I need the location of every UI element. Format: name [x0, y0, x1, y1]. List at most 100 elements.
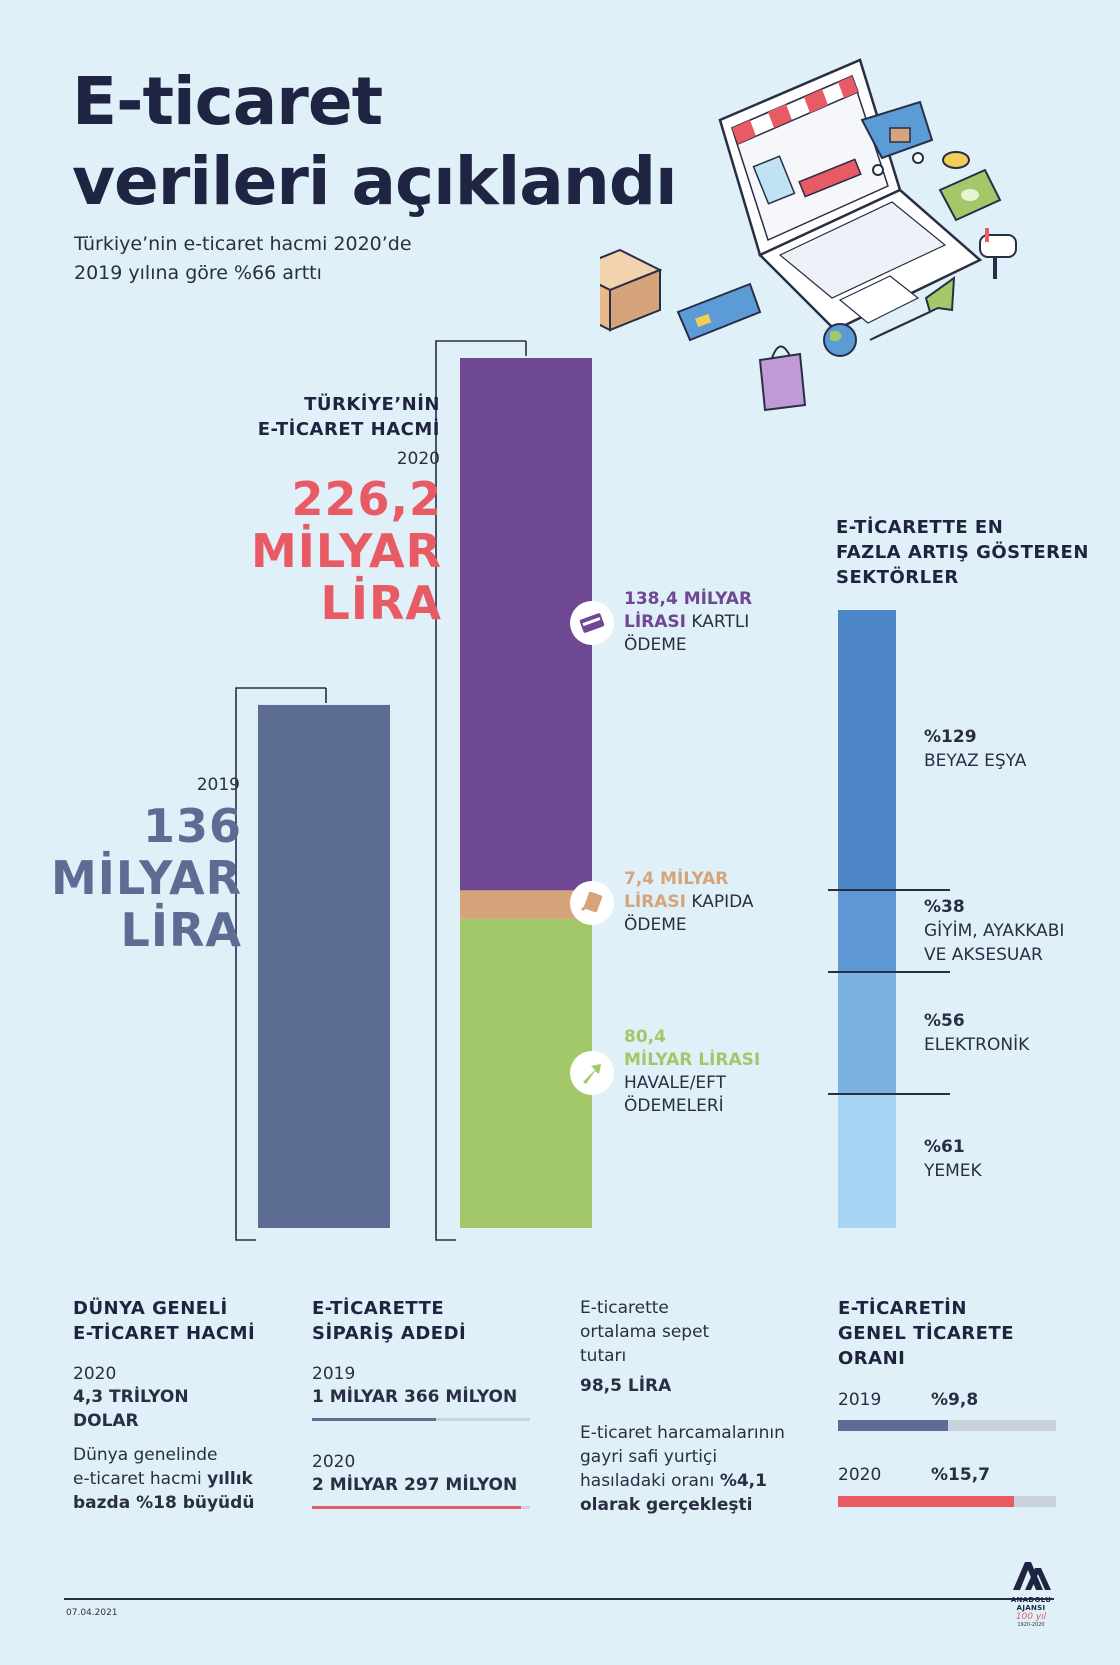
sector-bar-yemek — [838, 1094, 896, 1228]
orders-track-2020 — [312, 1506, 530, 1509]
sector-name-line-2: VE AKSESUAR — [924, 945, 1043, 965]
basket-label: E-ticarette ortalama sepet tutarı — [580, 1296, 800, 1368]
logo-text: ANADOLU AJANSI — [1010, 1596, 1052, 1612]
sector-item: %56 ELEKTRONİK — [924, 1009, 1114, 1057]
world-note: Dünya genelinde e-ticaret hacmi yıllık b… — [73, 1443, 313, 1515]
value-2020-line-2: MİLYAR — [251, 524, 442, 578]
card-payment-word: ÖDEME — [624, 635, 687, 655]
cash-badge — [570, 881, 614, 925]
aa-logo-icon — [1013, 1562, 1051, 1590]
sector-name: ELEKTRONİK — [924, 1035, 1030, 1055]
gdp-note-line-3b: %4,1 — [719, 1471, 767, 1491]
ratio-track-2019 — [838, 1420, 1056, 1431]
year-2020-label: 2020 — [396, 449, 440, 469]
ratio-fill-2019 — [838, 1420, 948, 1431]
volume-label-line-1: TÜRKİYE’NİN — [304, 394, 440, 415]
shopping-bag-icon — [758, 345, 807, 412]
orders-value-2020: 2 MİLYAR 297 MİLYON — [312, 1475, 518, 1495]
world-heading-line-1: DÜNYA GENELİ — [73, 1298, 228, 1319]
basket-label-line-3: tutarı — [580, 1346, 627, 1366]
transfer-arrow-icon — [583, 1064, 601, 1084]
sector-item: %61 YEMEK — [924, 1135, 1114, 1183]
ratio-value-2020: %15,7 — [931, 1465, 990, 1485]
door-payment-word: ÖDEME — [624, 915, 687, 935]
card-payment-label: 138,4 MİLYAR LİRASI KARTLI ÖDEME — [624, 588, 784, 657]
sector-pct: %38 — [924, 897, 965, 917]
money-icon — [938, 168, 1002, 222]
eft-payment-word: ÖDEMELERİ — [624, 1096, 724, 1116]
eft-unit: MİLYAR LİRASI — [624, 1050, 761, 1070]
sector-divider — [828, 1093, 950, 1095]
eft-payment-label: 80,4 MİLYAR LİRASI HAVALE/EFT ÖDEMELERİ — [624, 1026, 784, 1118]
sector-name: GİYİM, AYAKKABI — [924, 921, 1065, 941]
orders-heading: E-TİCARETTE SİPARİŞ ADEDİ — [312, 1296, 552, 1346]
gdp-note-line-4: olarak gerçekleşti — [580, 1495, 753, 1515]
world-value: 4,3 TRİLYON DOLAR — [73, 1385, 303, 1433]
door-value-line: 7,4 MİLYAR — [624, 869, 729, 889]
door-payment-label: 7,4 MİLYAR LİRASI KAPIDA ÖDEME — [624, 868, 784, 937]
ratio-fill-2020 — [838, 1496, 1014, 1507]
sector-divider — [828, 889, 950, 891]
orders-heading-line-1: E-TİCARETTE — [312, 1298, 445, 1319]
gdp-note-line-1: E-ticaret harcamalarının — [580, 1423, 785, 1443]
world-value-line-1: 4,3 TRİLYON — [73, 1387, 189, 1407]
sector-item: %129 BEYAZ EŞYA — [924, 725, 1114, 773]
sector-bar-beyaz-esya — [838, 610, 896, 910]
value-2020: 226,2 MİLYAR LİRA — [200, 473, 442, 629]
ratio-value-2019: %9,8 — [931, 1390, 979, 1410]
basket-value: 98,5 LİRA — [580, 1376, 672, 1396]
credit-card-icon — [579, 613, 605, 633]
sectors-heading-line-3: SEKTÖRLER — [836, 567, 959, 588]
value-2019-line-1: 136 — [142, 799, 242, 853]
orders-fill-2020 — [312, 1506, 521, 1509]
card-value-line: 138,4 MİLYAR — [624, 589, 753, 609]
basket-label-line-1: E-ticarette — [580, 1298, 669, 1318]
sectors-heading-line-1: E-TİCARETTE EN — [836, 517, 1004, 538]
orders-year-2019: 2019 — [312, 1364, 356, 1384]
ratio-heading: E-TİCARETİN GENEL TİCARETE ORANI — [838, 1296, 1088, 1371]
ratio-track-2020 — [838, 1496, 1056, 1507]
credit-card-badge — [570, 601, 614, 645]
world-note-line-3: bazda %18 büyüdü — [73, 1493, 255, 1513]
ratio-year-2019: 2019 — [838, 1390, 882, 1410]
agency-logo: ANADOLU AJANSI 100 yıl 1920-2020 — [996, 1560, 1066, 1628]
eft-type: HAVALE/EFT — [624, 1073, 727, 1093]
transfer-badge — [570, 1051, 614, 1095]
page-title: E-ticaret verileri açıklandı — [72, 62, 678, 222]
title-line-2: verileri açıklandı — [72, 143, 678, 220]
credit-card-icon — [676, 282, 762, 342]
door-unit: LİRASI — [624, 892, 686, 912]
logo-years-range: 1920-2020 — [1017, 1622, 1045, 1628]
sector-name: BEYAZ EŞYA — [924, 751, 1027, 771]
title-line-1: E-ticaret — [72, 63, 383, 140]
coin-icon — [942, 151, 970, 169]
ecommerce-illustration — [600, 58, 1017, 412]
laptop-icon — [718, 58, 983, 332]
sector-name: YEMEK — [924, 1161, 982, 1181]
ratio-heading-line-3: ORANI — [838, 1348, 906, 1369]
basket-label-line-2: ortalama sepet — [580, 1322, 710, 1342]
arrow-up-icon — [869, 275, 956, 341]
page-subtitle: Türkiye’nin e-ticaret hacmi 2020’de 2019… — [74, 230, 494, 288]
ratio-year-2020: 2020 — [838, 1465, 882, 1485]
world-year: 2020 — [73, 1364, 117, 1384]
value-2019-line-3: LİRA — [120, 903, 242, 957]
volume-label: TÜRKİYE’NİN E-TİCARET HACMİ — [230, 392, 440, 442]
bar-2019 — [258, 704, 390, 1228]
value-2020-line-1: 226,2 — [291, 472, 442, 526]
eft-value-line: 80,4 — [624, 1027, 666, 1047]
mailbox-icon — [979, 228, 1017, 279]
gdp-note: E-ticaret harcamalarının gayri safi yurt… — [580, 1421, 810, 1517]
value-2020-line-3: LİRA — [320, 576, 442, 630]
value-2019: 136 MİLYAR LİRA — [30, 800, 242, 956]
footer-divider — [64, 1598, 1054, 1600]
subtitle-line-2: 2019 yılına göre %66 arttı — [74, 262, 322, 284]
world-note-line-2b: yıllık — [207, 1469, 253, 1489]
orders-heading-line-2: SİPARİŞ ADEDİ — [312, 1323, 467, 1344]
shopping-cart-icon — [860, 100, 934, 176]
cash-hand-icon — [580, 891, 603, 913]
world-note-line-2a: e-ticaret hacmi — [73, 1469, 208, 1489]
package-box-icon — [600, 248, 663, 332]
value-2019-line-2: MİLYAR — [51, 851, 242, 905]
